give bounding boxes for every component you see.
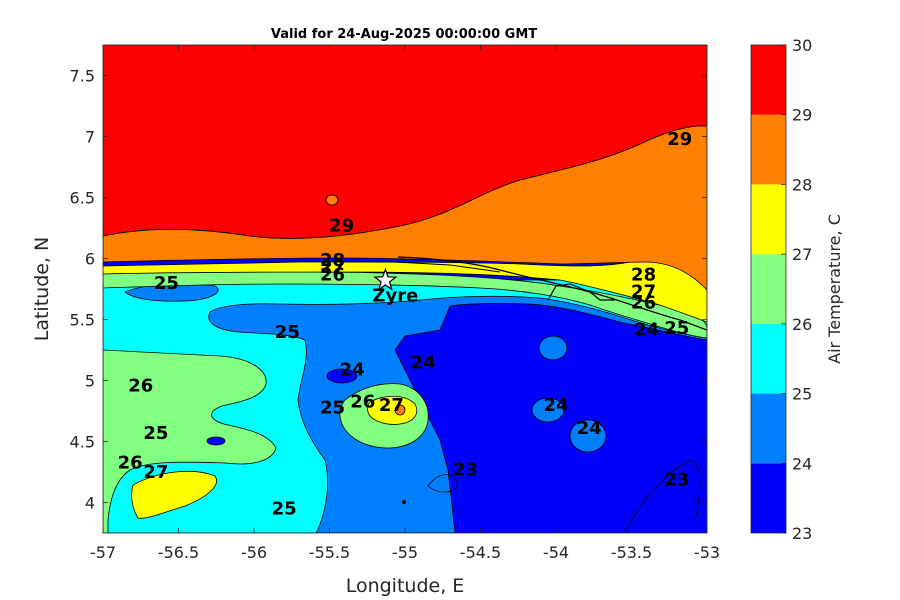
colorbar-tick-label: 26 — [792, 315, 812, 334]
warm-pocket-3 — [569, 419, 607, 453]
y-axis-label: Latitude, N — [31, 237, 53, 342]
chart-title: Valid for 24-Aug-2025 00:00:00 GMT — [271, 27, 537, 42]
band-29-30 — [103, 45, 707, 239]
colorbar-segment — [751, 323, 786, 394]
contour-label: 29 — [667, 129, 692, 150]
band-26-27-left — [103, 349, 277, 533]
contour-label: 28 — [320, 250, 345, 271]
band-27-28-left — [131, 470, 217, 519]
x-tick-label: -57 — [90, 543, 116, 562]
x-tick-label: -56.5 — [158, 543, 199, 562]
contour-label: 25 — [320, 397, 345, 418]
colorbar-tick-label: 29 — [792, 106, 812, 125]
colorbar-segment — [751, 114, 786, 185]
y-tick-label: 7.5 — [70, 67, 95, 86]
border-line-2 — [394, 261, 501, 273]
contour-label: 23 — [664, 469, 689, 490]
colorbar-tick-label: 24 — [792, 454, 812, 473]
contour-label: 27 — [379, 395, 404, 416]
cool-pocket-1 — [326, 368, 358, 384]
colorbar-segment — [751, 254, 786, 324]
border-line — [547, 283, 615, 301]
colorbar: 23 24 25 26 27 28 29 30 — [750, 36, 812, 543]
colorbar-frame — [750, 44, 787, 534]
y-tick-label: 4 — [85, 494, 95, 513]
cool-pocket-2 — [206, 436, 226, 446]
y-tick-label: 4.5 — [70, 433, 95, 452]
plot-area — [103, 45, 707, 533]
colorbar-tick-label: 30 — [792, 36, 812, 55]
y-axis: 4 4.5 5 5.5 6 6.5 7 7.5 — [70, 67, 707, 513]
contour-label: 24 — [634, 319, 659, 340]
contour-label: 27 — [143, 462, 168, 483]
contour-label: 26 — [631, 293, 656, 314]
contour-label: 25 — [272, 499, 297, 520]
band-27-28-center — [367, 395, 418, 425]
contour-label: 27 — [320, 257, 345, 278]
contour-label: 24 — [340, 360, 365, 381]
colorbar-segment — [751, 184, 786, 255]
x-tick-label: -54 — [543, 543, 569, 562]
colorbar-tick-label: 25 — [792, 385, 812, 404]
x-tick-label: -55.5 — [309, 543, 350, 562]
colorbar-segment — [751, 463, 786, 533]
x-tick-label: -53.5 — [611, 543, 652, 562]
contour-label: 26 — [118, 452, 143, 473]
colorbar-tick-label: 27 — [792, 245, 812, 264]
colorbar-segment — [751, 45, 786, 115]
contour-label: 29 — [329, 216, 354, 237]
contour-label: 26 — [350, 391, 375, 412]
orange-spot — [325, 194, 339, 206]
contour-label: 25 — [143, 423, 168, 444]
coastline — [397, 256, 707, 331]
contour-label: 26 — [320, 264, 345, 285]
x-axis-label: Longitude, E — [346, 575, 465, 597]
y-tick-label: 5 — [85, 372, 95, 391]
warm-spot — [394, 404, 406, 416]
warm-pocket-2 — [531, 397, 565, 423]
x-tick-label: -54.5 — [460, 543, 501, 562]
y-tick-label: 6 — [85, 250, 95, 269]
colorbar-tick-label: 23 — [792, 524, 812, 543]
y-tick-label: 7 — [85, 128, 95, 147]
contour-label: 25 — [275, 322, 300, 343]
colorbar-tick-label: 28 — [792, 175, 812, 194]
contour-label: 27 — [631, 282, 656, 303]
contour-label: 25 — [664, 318, 689, 339]
contour-label: 26 — [128, 375, 153, 396]
contour-label: 28 — [631, 264, 656, 285]
x-tick-label: -56 — [241, 543, 267, 562]
colorbar-label: Air Temperature, C — [825, 214, 844, 364]
y-tick-label: 5.5 — [70, 311, 95, 330]
x-tick-label: -53 — [694, 543, 720, 562]
y-tick-label: 6.5 — [70, 189, 95, 208]
contour-label: 24 — [411, 352, 436, 373]
contour-label: 25 — [154, 273, 179, 294]
band-27-28 — [103, 260, 707, 323]
station-label: Zyre — [372, 285, 418, 306]
x-axis: -57 -56.5 -56 -55.5 -55 -54.5 -54 -53.5 -53 — [90, 45, 720, 562]
warm-pocket-1 — [538, 335, 568, 361]
station-marker: Zyre — [372, 267, 418, 306]
colorbar-segment — [751, 393, 786, 464]
contour-label: 24 — [543, 395, 568, 416]
star-icon — [373, 267, 398, 291]
x-tick-label: -55 — [392, 543, 418, 562]
contour-label: 23 — [453, 460, 478, 481]
contour-label: 24 — [577, 418, 602, 439]
band-25-26 — [103, 279, 707, 533]
